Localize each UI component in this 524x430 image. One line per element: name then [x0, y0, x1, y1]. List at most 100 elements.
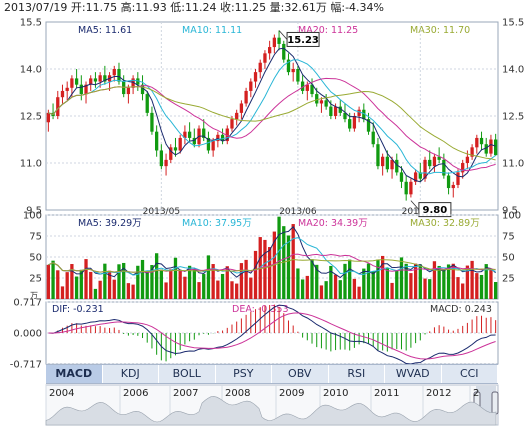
price-tick-left: 12.5 — [20, 112, 42, 123]
candle-body — [103, 75, 107, 82]
candle-body — [277, 37, 281, 44]
candle-body — [267, 47, 272, 54]
candle — [409, 178, 413, 198]
tab-cci[interactable]: CCI — [442, 365, 498, 383]
macd-tick-left: 0.000 — [13, 329, 42, 340]
volume-bar — [154, 253, 159, 299]
candle — [310, 78, 314, 98]
candle-body — [300, 81, 305, 91]
candle-body — [404, 181, 408, 195]
volume-bar — [451, 263, 455, 299]
volume-tick-left: 25 — [29, 274, 42, 285]
candle-body — [343, 112, 347, 120]
tab-wvad[interactable]: WVAD — [385, 365, 442, 383]
vol-legend-ma20: MA20: 34.39万 — [298, 218, 368, 229]
tab-psy[interactable]: PSY — [216, 365, 272, 383]
vol-legend-ma5: MA5: 39.29万 — [78, 218, 142, 229]
candle-body — [89, 78, 93, 85]
volume-bar — [333, 274, 338, 299]
candle-body — [136, 78, 140, 85]
candle — [380, 153, 385, 176]
annotation-box — [286, 31, 320, 47]
volume-bar — [178, 270, 182, 299]
volume-bar — [296, 268, 300, 299]
candle-body — [423, 159, 427, 179]
candle-body — [385, 156, 390, 170]
candle — [253, 69, 258, 88]
candle-body — [272, 37, 277, 48]
candle — [399, 166, 404, 189]
candle-body — [173, 147, 178, 151]
candle-body — [206, 137, 211, 151]
volume-tick-right: 25 — [502, 274, 515, 285]
candle-body — [479, 137, 484, 145]
volume-bar — [60, 286, 65, 299]
candle — [489, 134, 493, 157]
navigator-year-label: 2004 — [49, 388, 74, 399]
candle — [442, 153, 446, 179]
candle — [475, 134, 479, 154]
candle-body — [244, 90, 248, 104]
candle — [291, 62, 295, 82]
candle — [390, 156, 394, 179]
volume-bar — [202, 274, 206, 299]
price-annotation: 15.23 — [286, 31, 320, 47]
volume-bar — [159, 269, 164, 299]
candle-body — [239, 103, 244, 113]
tab-macd[interactable]: MACD — [46, 365, 103, 383]
volume-bar — [136, 265, 140, 299]
volume-ma5-line — [48, 226, 496, 279]
quote-summary: 2013/07/19 开:11.75 高:11.93 低:11.24 收:11.… — [4, 0, 384, 14]
volume-bar — [93, 288, 98, 299]
candle — [263, 50, 267, 69]
candle-body — [357, 109, 361, 116]
tab-rsi[interactable]: RSI — [329, 365, 385, 383]
legend-ma10: MA10: 11.11 — [182, 25, 242, 36]
candle — [136, 72, 140, 91]
annotation-box — [418, 202, 452, 218]
tab-kdj[interactable]: KDJ — [103, 365, 159, 383]
price-ma30-line — [48, 86, 496, 161]
volume-bar — [380, 255, 385, 299]
volume-bar — [432, 261, 437, 299]
volume-bar — [465, 265, 470, 299]
candle-body — [159, 150, 164, 167]
navigator-year-label: 2 — [473, 388, 479, 399]
volume-bar — [479, 274, 484, 299]
tab-obv[interactable]: OBV — [272, 365, 329, 383]
candle-body — [333, 106, 338, 116]
volume-bar — [244, 259, 248, 299]
price-tick-left: 9.5 — [26, 206, 42, 217]
candle — [413, 169, 418, 185]
navigator-year-label: 2010 — [323, 388, 348, 399]
volume-bar — [413, 263, 418, 299]
candle — [352, 112, 357, 132]
candle-body — [470, 147, 474, 157]
price-plot: 15.5 15.5 14.0 14.0 12.5 12.5 11.0 11.0 9.5 9.5 20… — [20, 18, 524, 218]
price-tick-right: 14.0 — [502, 65, 524, 76]
navigator-right-handle[interactable] — [491, 391, 499, 415]
candle-body — [315, 94, 319, 104]
volume-bar — [253, 250, 258, 299]
volume-bar — [70, 264, 74, 299]
price-tick-left: 14.0 — [20, 65, 42, 76]
navigator-year-label: 2012 — [426, 388, 451, 399]
tab-boll[interactable]: BOLL — [159, 365, 216, 383]
volume-bar — [475, 273, 479, 299]
candle-body — [461, 163, 465, 173]
volume-bar — [470, 260, 474, 299]
candle — [239, 100, 244, 120]
volume-bar — [409, 273, 413, 299]
volume-bar — [371, 271, 375, 299]
candle-body — [70, 78, 74, 88]
volume-tick-left: 50 — [29, 253, 42, 264]
candle-body — [60, 90, 65, 98]
candle — [404, 175, 408, 201]
date-tick-label: 2013/05 — [143, 207, 180, 217]
candle-body — [395, 159, 399, 173]
volume-bar — [117, 264, 121, 299]
volume-bar — [239, 263, 244, 299]
candle-body — [432, 156, 437, 167]
candle-body — [79, 84, 83, 95]
vol-legend-ma10: MA10: 37.95万 — [182, 218, 252, 229]
